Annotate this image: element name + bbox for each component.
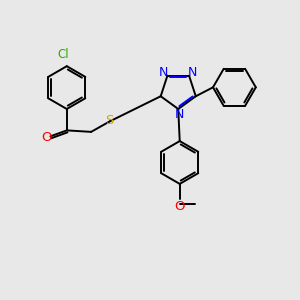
Text: N: N bbox=[159, 66, 169, 79]
Text: O: O bbox=[42, 131, 52, 144]
Text: N: N bbox=[175, 108, 184, 121]
Text: O: O bbox=[175, 200, 185, 213]
Text: S: S bbox=[105, 114, 114, 128]
Text: N: N bbox=[188, 66, 197, 79]
Text: Cl: Cl bbox=[57, 48, 69, 61]
